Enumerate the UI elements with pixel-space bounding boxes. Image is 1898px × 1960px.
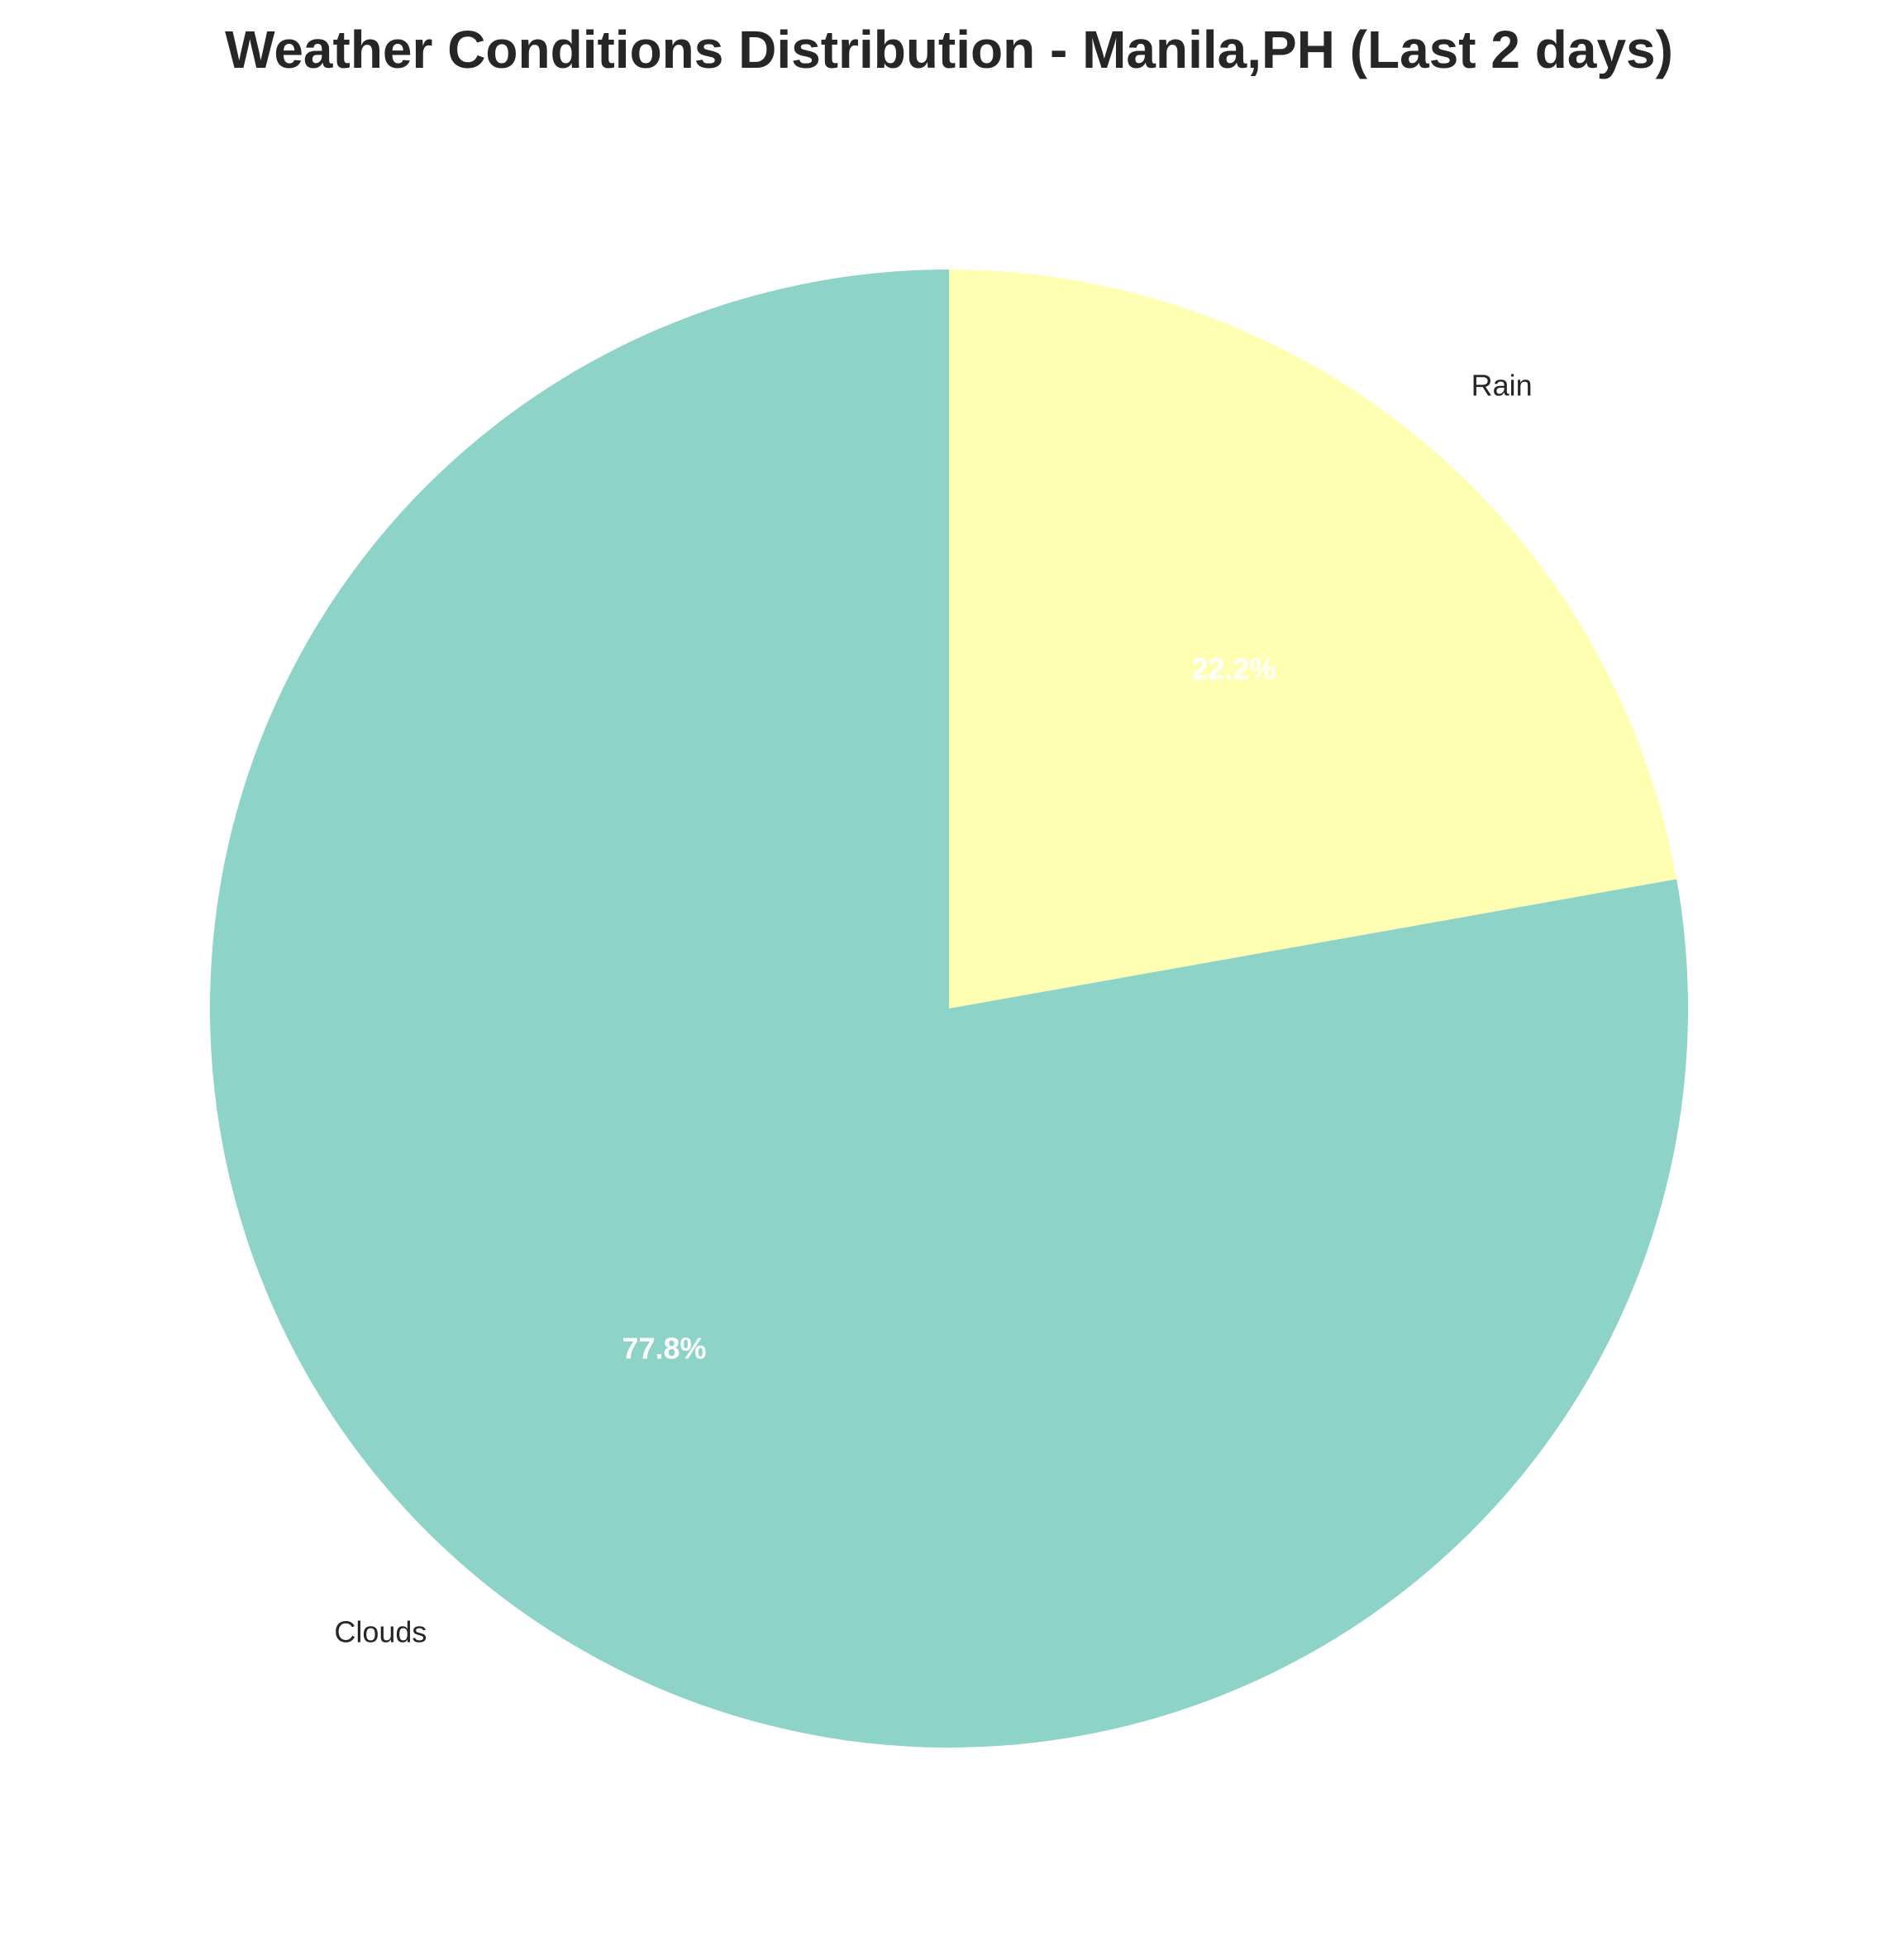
slice-label-rain: Rain [1471, 369, 1533, 403]
pie-slice-rain [949, 269, 1677, 1009]
pct-label-rain: 22.2% [1191, 651, 1276, 685]
pie-slice-clouds [209, 269, 1688, 1748]
pct-label-clouds: 77.8% [622, 1332, 706, 1366]
slice-label-clouds: Clouds [334, 1614, 427, 1648]
chart-title: Weather Conditions Distribution - Manila… [225, 20, 1673, 79]
pie-slices [209, 269, 1688, 1748]
pie-labels: Rain 22.2% Clouds 77.8% [334, 369, 1532, 1649]
